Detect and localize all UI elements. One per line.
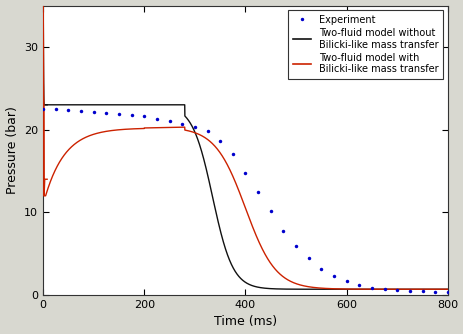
Y-axis label: Pressure (bar): Pressure (bar) [6,106,19,194]
Legend: Experiment, Two-fluid model without
Bilicki-like mass transfer, Two-fluid model : Experiment, Two-fluid model without Bili… [288,10,442,79]
X-axis label: Time (ms): Time (ms) [213,315,276,328]
